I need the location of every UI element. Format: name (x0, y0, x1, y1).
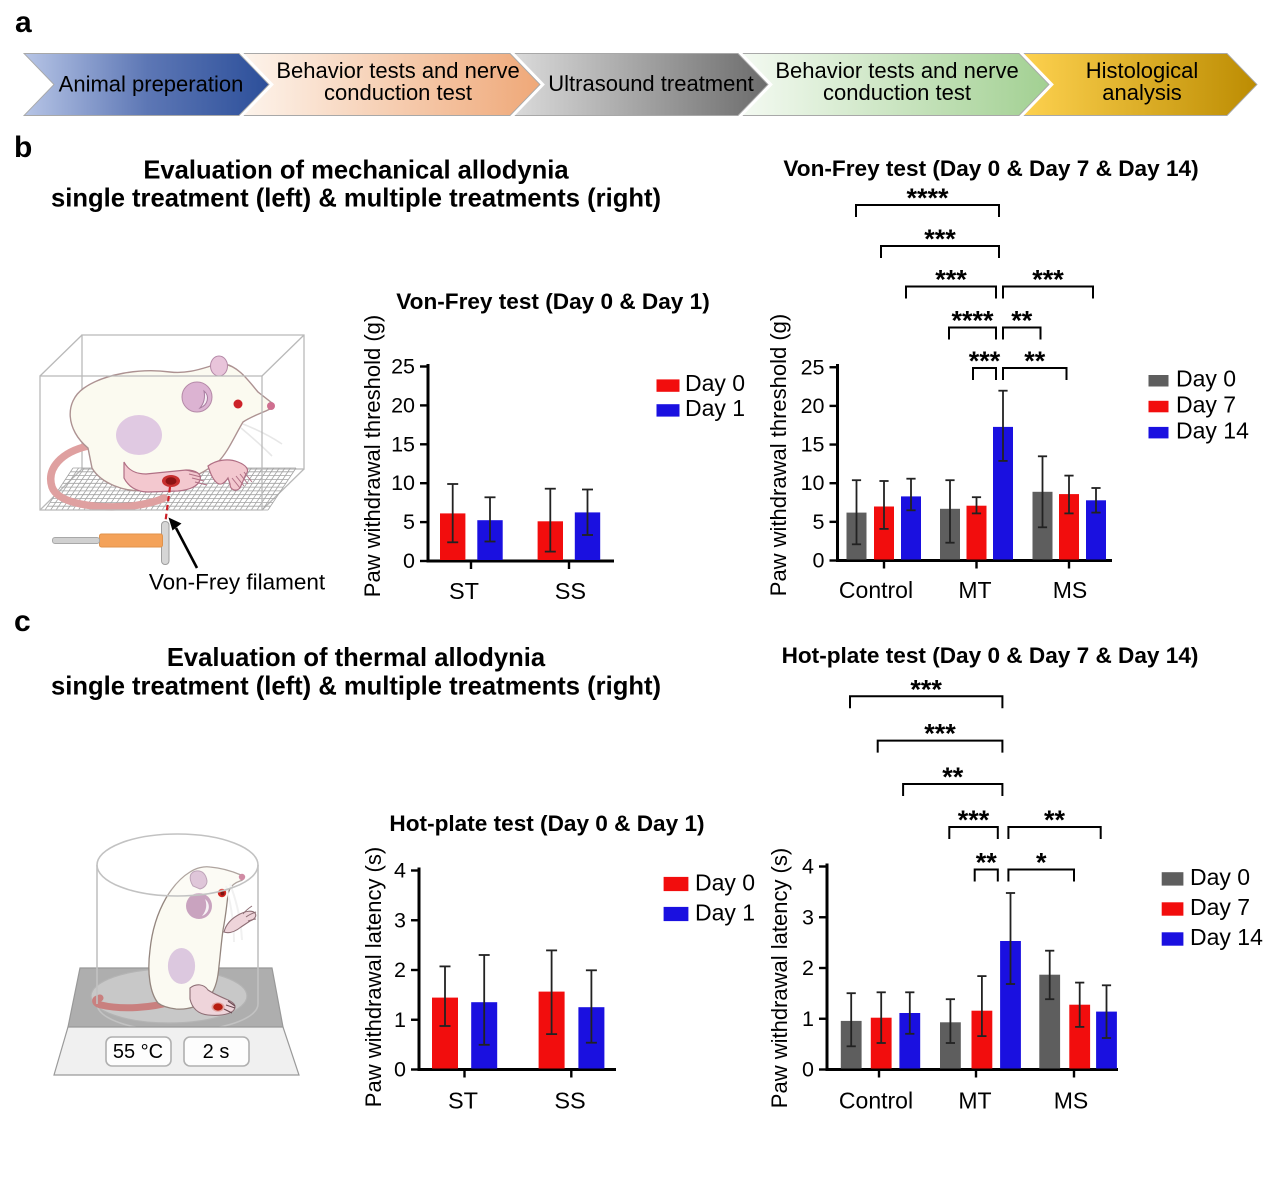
svg-text:0: 0 (813, 549, 825, 573)
svg-text:Paw withdrawal latency (s): Paw withdrawal latency (s) (767, 848, 792, 1108)
svg-text:***: *** (1032, 265, 1064, 295)
svg-text:ST: ST (449, 578, 479, 604)
svg-text:Day 7: Day 7 (1176, 391, 1236, 417)
svg-text:a: a (15, 6, 32, 39)
svg-text:***: *** (910, 674, 942, 704)
svg-text:**: ** (942, 762, 964, 792)
svg-text:c: c (14, 605, 31, 638)
svg-text:25: 25 (391, 355, 415, 379)
svg-text:Day 0: Day 0 (685, 370, 745, 396)
svg-text:conduction test: conduction test (823, 80, 971, 105)
svg-text:Day 0: Day 0 (1176, 366, 1236, 392)
svg-text:Hot-plate test (Day 0 & Day 7: Hot-plate test (Day 0 & Day 7 & Day 14) (782, 643, 1199, 668)
svg-text:Behavior tests and nerve: Behavior tests and nerve (775, 58, 1018, 83)
svg-text:4: 4 (802, 855, 814, 879)
svg-text:Paw withdrawal threshold (g): Paw withdrawal threshold (g) (360, 315, 385, 597)
svg-text:***: *** (969, 346, 1001, 376)
svg-text:Paw withdrawal latency (s): Paw withdrawal latency (s) (361, 847, 386, 1107)
svg-text:***: *** (935, 265, 967, 295)
svg-text:5: 5 (813, 510, 825, 534)
svg-text:**: ** (1044, 805, 1066, 835)
svg-text:Histological: Histological (1086, 58, 1199, 83)
svg-text:MT: MT (958, 577, 991, 603)
svg-text:Hot-plate test (Day 0 & Day 1): Hot-plate test (Day 0 & Day 1) (389, 811, 704, 836)
svg-text:1: 1 (802, 1007, 814, 1031)
svg-text:Ultrasound treatment: Ultrasound treatment (548, 71, 753, 96)
svg-text:1: 1 (394, 1008, 406, 1032)
svg-text:Day 14: Day 14 (1190, 924, 1263, 950)
svg-text:single treatment (left) & mult: single treatment (left) & multiple treat… (51, 673, 661, 701)
svg-text:*: * (1036, 848, 1047, 878)
svg-text:0: 0 (802, 1058, 814, 1082)
svg-text:Evaluation of thermal allodyni: Evaluation of thermal allodynia (167, 644, 546, 672)
svg-text:Behavior tests and nerve: Behavior tests and nerve (276, 58, 519, 83)
svg-text:MS: MS (1053, 577, 1088, 603)
svg-text:****: **** (906, 183, 949, 213)
svg-text:analysis: analysis (1102, 80, 1181, 105)
svg-text:Paw withdrawal threshold (g): Paw withdrawal threshold (g) (766, 314, 791, 596)
svg-text:Von-Frey test (Day 0 & Day 1): Von-Frey test (Day 0 & Day 1) (396, 289, 709, 314)
svg-text:15: 15 (801, 433, 825, 457)
svg-text:Control: Control (839, 577, 913, 603)
svg-text:Control: Control (839, 1088, 913, 1114)
svg-text:SS: SS (554, 1088, 585, 1114)
svg-text:Day 0: Day 0 (695, 870, 755, 896)
svg-text:single treatment (left) & mult: single treatment (left) & multiple treat… (51, 185, 661, 213)
svg-text:Day 7: Day 7 (1190, 894, 1250, 920)
svg-text:Day 1: Day 1 (685, 395, 745, 421)
svg-text:2: 2 (802, 956, 814, 980)
svg-text:***: *** (924, 224, 956, 254)
svg-text:MS: MS (1054, 1088, 1089, 1114)
svg-text:2: 2 (394, 958, 406, 982)
svg-text:5: 5 (403, 510, 415, 534)
svg-text:0: 0 (394, 1058, 406, 1082)
svg-text:20: 20 (801, 394, 825, 418)
svg-text:Animal preperation: Animal preperation (59, 72, 244, 97)
svg-text:10: 10 (391, 471, 415, 495)
svg-text:***: *** (924, 719, 956, 749)
svg-text:55 °C: 55 °C (113, 1041, 163, 1063)
svg-text:20: 20 (391, 393, 415, 417)
svg-text:Von-Frey test (Day 0 & Day 7 &: Von-Frey test (Day 0 & Day 7 & Day 14) (783, 156, 1198, 181)
svg-text:4: 4 (394, 859, 406, 883)
svg-text:MT: MT (958, 1088, 991, 1114)
svg-text:Von-Frey filament: Von-Frey filament (149, 570, 326, 595)
svg-text:15: 15 (391, 432, 415, 456)
svg-text:2 s: 2 s (203, 1041, 230, 1063)
svg-text:25: 25 (801, 355, 825, 379)
svg-text:**: ** (976, 848, 998, 878)
svg-text:conduction test: conduction test (324, 80, 472, 105)
svg-text:**: ** (1024, 346, 1046, 376)
svg-text:Day 0: Day 0 (1190, 864, 1250, 890)
svg-text:***: *** (958, 805, 990, 835)
svg-text:10: 10 (801, 471, 825, 495)
svg-text:Day 14: Day 14 (1176, 417, 1249, 443)
svg-text:b: b (14, 131, 32, 164)
svg-text:Evaluation of mechanical allod: Evaluation of mechanical allodynia (143, 157, 569, 185)
svg-text:****: **** (951, 306, 994, 336)
svg-text:ST: ST (448, 1088, 478, 1114)
svg-text:**: ** (1011, 306, 1033, 336)
svg-text:0: 0 (403, 549, 415, 573)
svg-text:3: 3 (802, 905, 814, 929)
svg-text:SS: SS (555, 578, 586, 604)
svg-text:Day 1: Day 1 (695, 900, 755, 926)
svg-text:3: 3 (394, 908, 406, 932)
